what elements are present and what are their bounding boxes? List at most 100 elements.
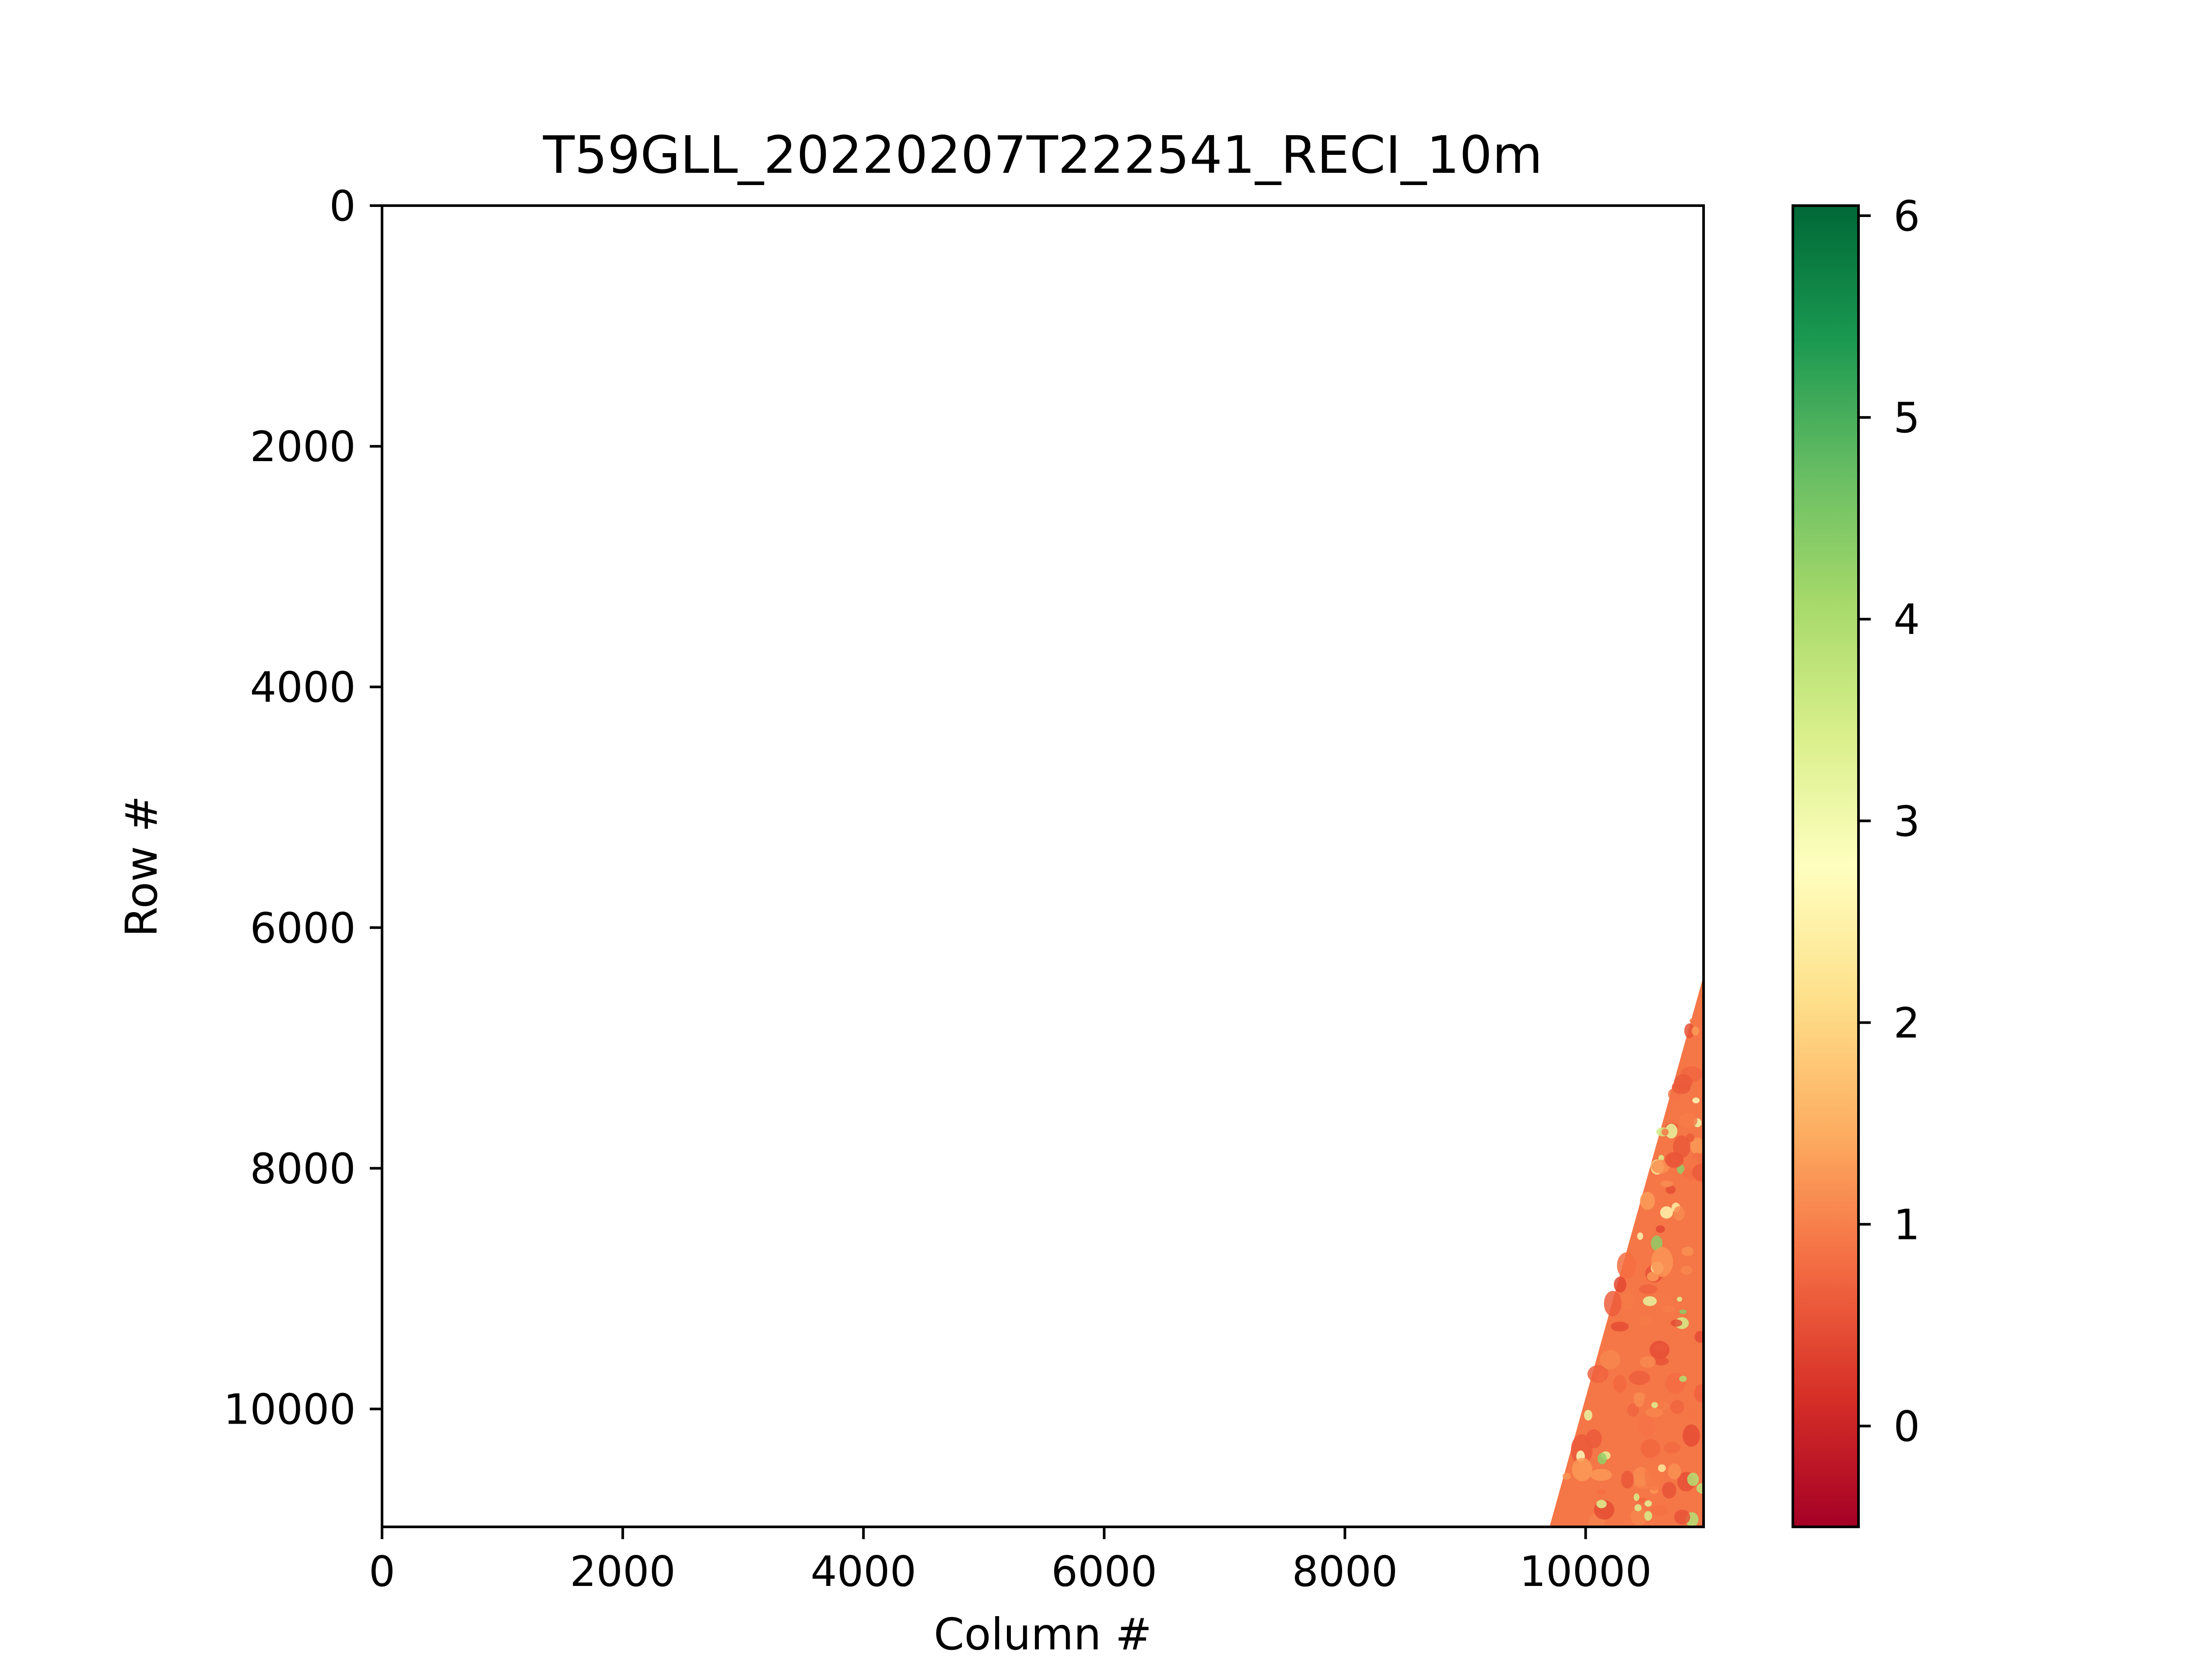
data-texture-patch [1597,1372,1606,1383]
data-texture-patch [1681,1246,1694,1256]
data-texture-patch [1653,1357,1669,1365]
data-texture-patch [1661,1128,1669,1136]
heatmap-image [1549,976,1704,1527]
y-axis-label: Row # [116,795,167,937]
colorbar-tick-label: 5 [1893,394,1920,442]
data-texture-patch [1627,1403,1639,1417]
data-texture-patch [1666,1185,1676,1194]
data-texture-patch [1673,1206,1685,1221]
data-texture-patch [1665,1152,1684,1168]
colorbar-tick-label: 0 [1893,1403,1920,1451]
data-texture-patch [1590,1469,1612,1481]
data-texture-patch [1604,1291,1622,1316]
data-texture-patch [1692,1097,1700,1104]
data-texture-patch [1663,1442,1681,1454]
x-tick-label: 10000 [1519,1548,1652,1596]
data-texture-patch [1647,1271,1659,1282]
data-texture-patch [1613,1375,1627,1393]
x-tick-label: 6000 [1051,1548,1157,1596]
data-texture-patch [1640,1191,1655,1210]
data-texture-patch [1690,1018,1698,1024]
data-texture-patch [1677,1296,1683,1302]
y-tick-label: 6000 [250,904,356,952]
data-texture-patch [1585,1429,1602,1449]
x-tick-label: 2000 [570,1548,676,1596]
data-texture-patch [1680,1266,1693,1275]
data-texture-patch [1634,1493,1640,1501]
data-texture-patch [1572,1458,1592,1481]
colorbar-ticks: 0 1 2 3 4 5 6 [1858,192,1920,1451]
data-texture-patch [1651,1159,1670,1174]
data-texture-patch [1651,1402,1658,1408]
colorbar-tick-label: 4 [1893,596,1920,644]
plot-frame [381,204,1705,1528]
data-texture-patch [1658,1464,1666,1472]
colorbar-tick-label: 1 [1893,1201,1920,1249]
data-texture-patch [1686,1133,1695,1142]
data-texture-patch [1645,1407,1664,1418]
valid-data-region [1549,976,1704,1527]
data-texture-patch [1629,1371,1650,1385]
data-texture-patch [1562,1473,1571,1480]
data-texture-patch [1674,1509,1690,1525]
data-texture-patch [1651,1247,1673,1277]
data-texture-patch [1679,1376,1687,1382]
data-texture-patch [1645,1500,1652,1507]
data-texture-patch [1596,1500,1607,1508]
data-texture-patch [1617,1252,1636,1279]
y-tick-label: 4000 [250,664,356,712]
y-tick-label: 10000 [224,1386,356,1434]
data-texture-patch [1696,1483,1704,1494]
colorbar-gradient [1792,204,1860,1528]
y-tick-label: 2000 [250,423,356,471]
colorbar: 0 1 2 3 4 5 6 [1792,192,1920,1528]
y-tick-label: 8000 [250,1145,356,1193]
y-tick-label: 0 [330,182,356,231]
data-texture-patch [1644,1511,1652,1521]
data-texture-patch [1584,1410,1592,1421]
data-texture-patch [1613,1277,1627,1293]
data-texture-patch [1690,1138,1704,1155]
x-tick-label: 0 [369,1548,395,1596]
data-texture-patch [1610,1321,1629,1332]
data-texture-patch [1683,1424,1700,1447]
data-texture-patch [1653,1343,1668,1351]
x-axis: 0 2000 4000 6000 8000 10000 [369,1527,1652,1596]
chart-title: T59GLL_20220207T222541_RECI_10m [543,125,1543,185]
data-texture-patch [1630,1507,1648,1526]
data-texture-patch [1672,1080,1691,1094]
data-texture-patch [1565,1495,1576,1504]
data-texture-patch [1694,1331,1704,1343]
x-tick-label: 8000 [1292,1548,1398,1596]
data-texture-patch [1687,1473,1699,1486]
data-texture-patch [1687,1408,1697,1422]
data-texture-patch [1600,1350,1620,1369]
data-texture-patch [1658,1155,1664,1161]
data-texture-patch [1643,1296,1657,1306]
plot-area [381,204,1705,1528]
colorbar-tick-label: 6 [1893,192,1920,241]
data-texture-patch [1651,1236,1663,1251]
data-texture-patch [1670,1400,1685,1414]
data-texture-patch [1662,1306,1676,1312]
data-texture-patch [1634,1504,1642,1512]
data-texture-patch [1668,1463,1681,1480]
data-texture-patch [1679,1113,1697,1128]
data-texture-patch [1597,1489,1606,1495]
data-texture-patch [1621,1470,1634,1489]
data-texture-patch [1640,1356,1656,1368]
x-axis-label: Column # [934,1609,1152,1660]
data-texture-patch [1637,1498,1648,1504]
data-texture-patch [1655,1225,1665,1233]
colorbar-tick-label: 2 [1893,999,1920,1047]
data-texture-patch [1639,1284,1658,1294]
data-texture-patch [1637,1232,1643,1240]
data-texture-patch [1670,1319,1683,1327]
plot-background [382,206,1704,1527]
data-texture-patch [1665,1124,1678,1139]
data-texture-patch [1691,1026,1699,1036]
x-tick-label: 4000 [810,1548,916,1596]
data-texture-patch [1640,1439,1660,1458]
data-texture-patch [1597,1452,1607,1465]
